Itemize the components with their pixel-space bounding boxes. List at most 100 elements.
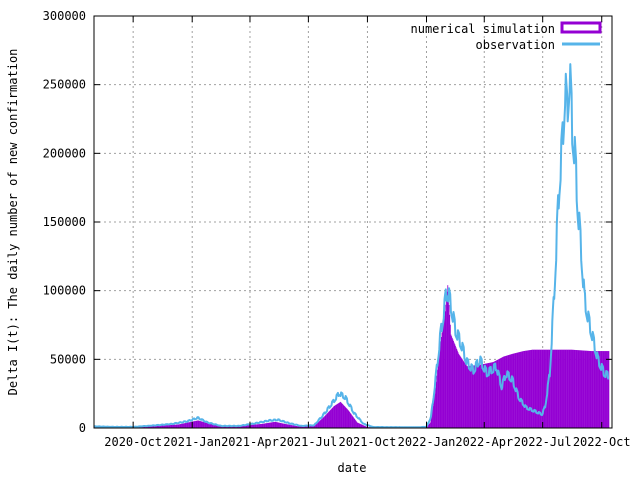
simulation-bar — [557, 349, 559, 428]
simulation-bar — [432, 406, 434, 428]
simulation-bar — [255, 424, 257, 428]
simulation-bar — [517, 352, 519, 428]
simulation-bar — [526, 350, 528, 428]
simulation-bar — [155, 425, 157, 428]
simulation-bar — [561, 349, 563, 428]
simulation-bar — [504, 356, 506, 428]
simulation-bar — [318, 421, 320, 428]
simulation-bar — [228, 425, 230, 428]
simulation-bar — [205, 422, 207, 428]
simulation-bar — [335, 405, 336, 428]
simulation-bar — [157, 425, 159, 428]
y-tick-label: 300000 — [43, 9, 86, 23]
simulation-bar — [537, 349, 539, 428]
simulation-bar — [482, 364, 483, 428]
simulation-bar — [534, 349, 535, 428]
simulation-bar — [357, 422, 359, 428]
simulation-bar — [241, 425, 243, 428]
simulation-bar — [361, 424, 363, 428]
simulation-bar — [263, 423, 264, 428]
simulation-bar — [485, 363, 487, 428]
simulation-bar — [285, 424, 287, 428]
simulation-bar — [344, 406, 346, 428]
simulation-bar — [210, 423, 212, 428]
simulation-bar — [436, 375, 438, 428]
legend-label-observation: observation — [476, 38, 555, 52]
simulation-bar — [304, 426, 306, 428]
simulation-bar — [467, 366, 469, 428]
simulation-bar — [540, 349, 542, 428]
simulation-bar — [192, 421, 194, 428]
simulation-bar — [143, 426, 145, 428]
simulation-bar — [182, 423, 184, 428]
simulation-bar — [240, 425, 241, 428]
simulation-bar — [551, 349, 553, 428]
simulation-bar — [244, 425, 246, 428]
simulation-bar — [455, 347, 457, 428]
simulation-bar — [270, 422, 272, 428]
simulation-bar — [521, 351, 523, 428]
simulation-bar — [340, 401, 342, 428]
y-tick-label: 200000 — [43, 146, 86, 160]
simulation-bar — [291, 425, 293, 428]
simulation-bar — [336, 404, 338, 428]
simulation-bar — [151, 425, 153, 428]
simulation-bar — [505, 355, 507, 428]
simulation-bar — [525, 350, 527, 428]
simulation-bar — [204, 422, 205, 428]
simulation-bar — [360, 424, 362, 428]
simulation-bar — [152, 425, 154, 428]
x-tick-label: 2022-Oct — [573, 435, 631, 449]
simulation-bar — [161, 425, 163, 428]
simulation-bar — [267, 422, 269, 428]
simulation-bar — [365, 426, 367, 428]
simulation-bar — [587, 350, 589, 428]
simulation-bar — [177, 424, 179, 428]
simulation-bar — [313, 425, 315, 428]
simulation-bar — [307, 426, 309, 428]
simulation-bar — [469, 365, 471, 428]
simulation-bar — [343, 405, 345, 428]
simulation-bar — [598, 351, 600, 428]
simulation-bar — [280, 423, 282, 428]
simulation-bar — [326, 413, 328, 428]
simulation-bar — [353, 418, 355, 428]
simulation-bar — [225, 425, 227, 428]
simulation-bar — [320, 419, 322, 428]
simulation-bar — [500, 357, 502, 428]
simulation-bar — [534, 349, 536, 428]
simulation-bar — [518, 352, 520, 428]
y-axis-ticks: 0 50000 100000 150000 200000 250000 300000 — [43, 9, 612, 435]
simulation-bar — [170, 424, 171, 428]
simulation-bar — [589, 351, 591, 428]
simulation-bar — [591, 351, 592, 428]
simulation-bar — [439, 345, 441, 428]
simulation-bar — [326, 414, 327, 428]
simulation-bar — [327, 412, 329, 428]
simulation-bar — [167, 425, 169, 428]
simulation-bar — [303, 426, 305, 428]
simulation-bar — [605, 351, 607, 428]
simulation-bar — [580, 350, 582, 428]
simulation-bar — [605, 351, 607, 428]
simulation-bar — [348, 411, 350, 428]
simulation-bar — [576, 350, 578, 428]
simulation-bar — [200, 421, 202, 428]
simulation-bar — [247, 425, 249, 428]
x-axis-label: date — [338, 461, 367, 475]
legend-swatch-simulation — [560, 21, 602, 34]
simulation-bar — [457, 352, 459, 428]
simulation-bar — [479, 364, 481, 428]
simulation-bar — [575, 349, 576, 428]
simulation-bar — [313, 425, 315, 428]
simulation-bar — [444, 315, 445, 428]
simulation-bar — [322, 418, 324, 428]
simulation-bar — [554, 349, 556, 428]
simulation-bar — [539, 349, 540, 428]
simulation-bar — [355, 420, 357, 428]
x-tick-label: 2020-Oct — [104, 435, 162, 449]
simulation-bar — [596, 351, 598, 428]
x-tick-label: 2022-Jul — [514, 435, 572, 449]
simulation-bar — [339, 402, 341, 428]
simulation-bar — [442, 328, 444, 428]
